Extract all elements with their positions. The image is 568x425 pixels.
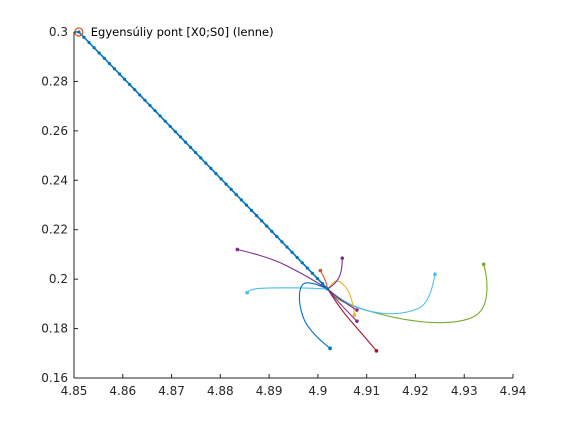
- trajectory-1: [327, 264, 488, 324]
- trajectory-8: [327, 258, 343, 290]
- trajectory-5: [298, 282, 331, 349]
- main-trajectory-marker: [112, 67, 117, 71]
- trajectory-8-start: [340, 256, 345, 260]
- main-trajectory-marker: [254, 213, 259, 218]
- trajectory-11: [327, 288, 358, 322]
- main-trajectory-marker: [163, 119, 167, 123]
- annotation-layer: Egyensúliy pont [X0;S0] (lenne): [91, 25, 274, 39]
- main-trajectory-marker: [249, 208, 254, 212]
- main-trajectory-marker: [204, 161, 208, 165]
- trajectory-10: [327, 288, 358, 311]
- main-trajectory-layer: [77, 30, 330, 291]
- y-tick-label: 0.3: [49, 25, 68, 39]
- main-trajectory-marker: [183, 140, 188, 144]
- trajectory-3-start: [235, 247, 240, 252]
- x-tick-label: 4.91: [353, 384, 380, 398]
- main-trajectory-marker: [290, 250, 294, 254]
- main-trajectory-marker: [102, 56, 106, 60]
- trajectory-2: [327, 274, 436, 315]
- main-trajectory-marker: [122, 77, 127, 81]
- x-tick-label: 4.94: [500, 384, 527, 398]
- y-tick-label: 0.16: [41, 371, 68, 385]
- main-trajectory-marker: [295, 255, 299, 260]
- main-trajectory-marker: [199, 156, 203, 160]
- main-trajectory-marker: [234, 193, 238, 197]
- trajectory-7: [327, 280, 356, 316]
- main-trajectory-marker: [270, 229, 274, 233]
- main-trajectory-marker: [275, 234, 279, 239]
- trajectory-6-start: [318, 268, 323, 273]
- trajectory-3: [237, 248, 328, 290]
- equilibrium-annotation: Egyensúliy pont [X0;S0] (lenne): [91, 25, 274, 39]
- main-trajectory-marker: [138, 93, 142, 97]
- axes: 4.85 4.86 4.87 4.88 4.89 4.9 4.91 4.92 4.93 4.94 0…: [41, 25, 526, 398]
- x-tick-label: 4.85: [61, 384, 88, 398]
- y-tick-label: 0.24: [41, 173, 68, 187]
- x-tick-label: 4.86: [109, 384, 136, 398]
- trajectory-4: [246, 287, 328, 294]
- main-trajectory-marker: [224, 182, 228, 186]
- x-tick-label: 4.93: [451, 384, 478, 398]
- main-trajectory-marker: [326, 287, 330, 291]
- main-trajectory-marker: [153, 109, 157, 113]
- x-tick-label: 4.89: [256, 384, 283, 398]
- main-trajectory-marker: [285, 245, 289, 249]
- y-tick-label: 0.18: [41, 322, 68, 336]
- main-trajectory-marker: [219, 177, 223, 181]
- trajectory-2-start: [433, 272, 437, 277]
- main-trajectory-marker: [310, 271, 315, 275]
- main-trajectory-marker: [168, 124, 172, 129]
- main-trajectory-marker: [143, 98, 147, 102]
- main-trajectory-marker: [320, 282, 325, 286]
- main-trajectory-marker: [128, 82, 132, 87]
- main-trajectory-marker: [188, 145, 193, 150]
- main-trajectory-marker: [148, 103, 152, 108]
- main-trajectory-marker: [178, 135, 183, 139]
- y-tick-label: 0.2: [49, 272, 68, 286]
- trajectory-11-start: [355, 319, 359, 323]
- trajectory-5-start: [328, 346, 332, 351]
- trajectory-9: [327, 288, 377, 352]
- y-tick-label: 0.28: [41, 74, 68, 88]
- main-trajectory-marker: [265, 224, 269, 228]
- x-tick-label: 4.92: [402, 384, 429, 398]
- trajectory-10-start: [355, 308, 359, 312]
- main-trajectory-marker: [158, 114, 162, 118]
- main-trajectory-marker: [229, 187, 233, 191]
- trajectory-6: [319, 270, 329, 290]
- main-trajectory-line: [78, 31, 329, 290]
- main-trajectory-marker: [87, 40, 91, 45]
- main-trajectory-marker: [244, 203, 249, 207]
- main-trajectory-marker: [173, 130, 177, 134]
- main-trajectory-marker: [117, 72, 122, 76]
- x-tick-label: 4.87: [158, 384, 185, 398]
- trajectory-9-start: [374, 349, 379, 353]
- series-layer: [235, 247, 488, 353]
- main-trajectory-marker: [280, 240, 284, 244]
- main-trajectory-marker: [209, 166, 213, 170]
- main-trajectory-marker: [214, 172, 218, 176]
- main-trajectory-marker: [315, 276, 320, 281]
- main-trajectory-marker: [107, 61, 111, 66]
- trajectory-1-start: [481, 262, 486, 267]
- main-trajectory-marker: [239, 198, 243, 202]
- main-trajectory-marker: [300, 261, 304, 265]
- x-tick-label: 4.9: [308, 384, 327, 398]
- main-trajectory-marker: [92, 46, 96, 50]
- main-trajectory-marker: [260, 219, 264, 223]
- y-tick-label: 0.26: [41, 124, 68, 138]
- trajectory-7-start: [352, 313, 357, 317]
- main-trajectory-marker: [194, 151, 198, 155]
- main-trajectory-marker: [305, 266, 309, 270]
- main-trajectory-marker: [77, 30, 81, 34]
- main-trajectory-marker: [82, 35, 86, 39]
- trajectory-4-start: [245, 290, 249, 295]
- x-tick-label: 4.88: [207, 384, 234, 398]
- y-tick-label: 0.22: [41, 223, 68, 237]
- main-trajectory-marker: [133, 88, 137, 92]
- main-trajectory-marker: [97, 51, 101, 55]
